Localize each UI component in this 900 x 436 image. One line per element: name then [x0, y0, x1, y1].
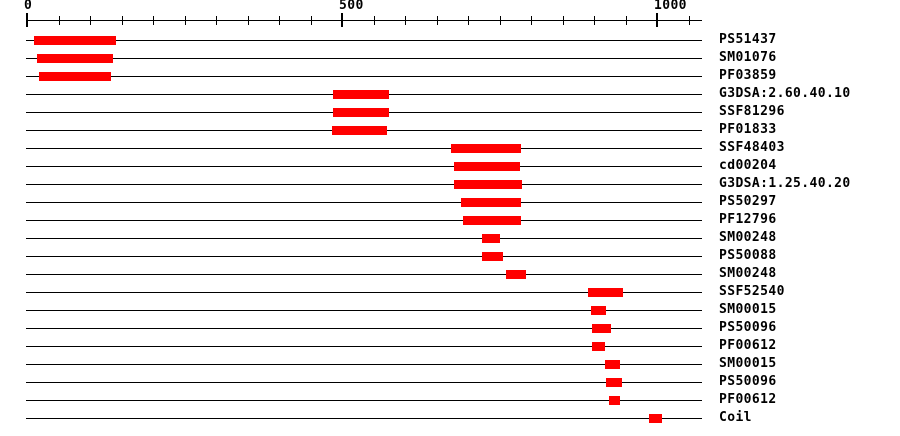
- domain-bar: [587, 288, 623, 297]
- sequence-line: [26, 40, 702, 41]
- sequence-line: [26, 148, 702, 149]
- sequence-line: [26, 400, 702, 401]
- domain-bar: [606, 378, 622, 387]
- domain-label: PS50297: [719, 194, 777, 209]
- domain-bar: [454, 162, 520, 171]
- domain-label: SSF52540: [719, 284, 785, 299]
- domain-bar: [505, 270, 526, 279]
- domain-bar: [454, 180, 523, 189]
- domain-bar: [463, 216, 521, 225]
- sequence-line: [26, 220, 702, 221]
- sequence-line: [26, 58, 702, 59]
- sequence-line: [26, 364, 702, 365]
- ruler-minor-tick: [374, 16, 375, 25]
- sequence-line: [26, 328, 702, 329]
- sequence-line: [26, 202, 702, 203]
- domain-label: SM00015: [719, 302, 777, 317]
- domain-label: cd00204: [719, 158, 777, 173]
- domain-bar: [604, 360, 620, 369]
- ruler-major-tick: [26, 13, 28, 27]
- domain-label: PS50088: [719, 248, 777, 263]
- domain-bar: [37, 54, 113, 63]
- domain-label: PS50096: [719, 320, 777, 335]
- domain-label: SM00248: [719, 230, 777, 245]
- sequence-line: [26, 166, 702, 167]
- sequence-line: [26, 382, 702, 383]
- ruler-minor-tick: [594, 16, 595, 25]
- ruler-minor-tick: [122, 16, 123, 25]
- sequence-line: [26, 256, 702, 257]
- domain-bar: [461, 198, 521, 207]
- domain-label: PS50096: [719, 374, 777, 389]
- domain-bar: [451, 144, 521, 153]
- domain-label: SM01076: [719, 50, 777, 65]
- sequence-line: [26, 310, 702, 311]
- sequence-line: [26, 418, 702, 419]
- ruler-minor-tick: [563, 16, 564, 25]
- domain-bar: [592, 342, 605, 351]
- domain-label: PF00612: [719, 338, 777, 353]
- domain-label: PF01833: [719, 122, 777, 137]
- domain-label: SM00248: [719, 266, 777, 281]
- domain-label: PF00612: [719, 392, 777, 407]
- ruler-minor-tick: [500, 16, 501, 25]
- ruler-minor-tick: [248, 16, 249, 25]
- ruler-minor-tick: [405, 16, 406, 25]
- domain-bar: [590, 306, 606, 315]
- sequence-line: [26, 292, 702, 293]
- ruler-minor-tick: [689, 16, 690, 25]
- domain-label: PS51437: [719, 32, 777, 47]
- ruler-major-tick: [656, 13, 658, 27]
- domain-bar: [481, 234, 501, 243]
- ruler-line: [26, 20, 702, 21]
- sequence-line: [26, 274, 702, 275]
- domain-bar: [332, 90, 390, 99]
- ruler-minor-tick: [437, 16, 438, 25]
- domain-bar: [39, 72, 111, 81]
- ruler-minor-tick: [59, 16, 60, 25]
- domain-bar: [33, 36, 116, 45]
- domain-label: G3DSA:1.25.40.20: [719, 176, 851, 191]
- domain-label: SSF81296: [719, 104, 785, 119]
- ruler-minor-tick: [153, 16, 154, 25]
- domain-bar: [609, 396, 620, 405]
- domain-bar: [592, 324, 611, 333]
- ruler-minor-tick: [216, 16, 217, 25]
- ruler-minor-tick: [90, 16, 91, 25]
- domain-label: SM00015: [719, 356, 777, 371]
- ruler-tick-label: 1000: [654, 0, 687, 13]
- ruler-minor-tick: [468, 16, 469, 25]
- domain-label: SSF48403: [719, 140, 785, 155]
- domain-bar: [481, 252, 504, 261]
- domain-bar: [331, 126, 387, 135]
- ruler-minor-tick: [279, 16, 280, 25]
- sequence-line: [26, 238, 702, 239]
- domain-label: PF03859: [719, 68, 777, 83]
- ruler-minor-tick: [626, 16, 627, 25]
- ruler-minor-tick: [311, 16, 312, 25]
- ruler-tick-label: 0: [24, 0, 33, 13]
- domain-label: G3DSA:2.60.40.10: [719, 86, 851, 101]
- domain-label: Coil: [719, 410, 752, 425]
- sequence-line: [26, 184, 702, 185]
- domain-bar: [333, 108, 390, 117]
- ruler-major-tick: [341, 13, 343, 27]
- domain-bar: [648, 414, 662, 423]
- domain-label: PF12796: [719, 212, 777, 227]
- ruler-minor-tick: [185, 16, 186, 25]
- ruler-tick-label: 500: [339, 0, 364, 13]
- ruler-minor-tick: [531, 16, 532, 25]
- sequence-line: [26, 76, 702, 77]
- sequence-line: [26, 346, 702, 347]
